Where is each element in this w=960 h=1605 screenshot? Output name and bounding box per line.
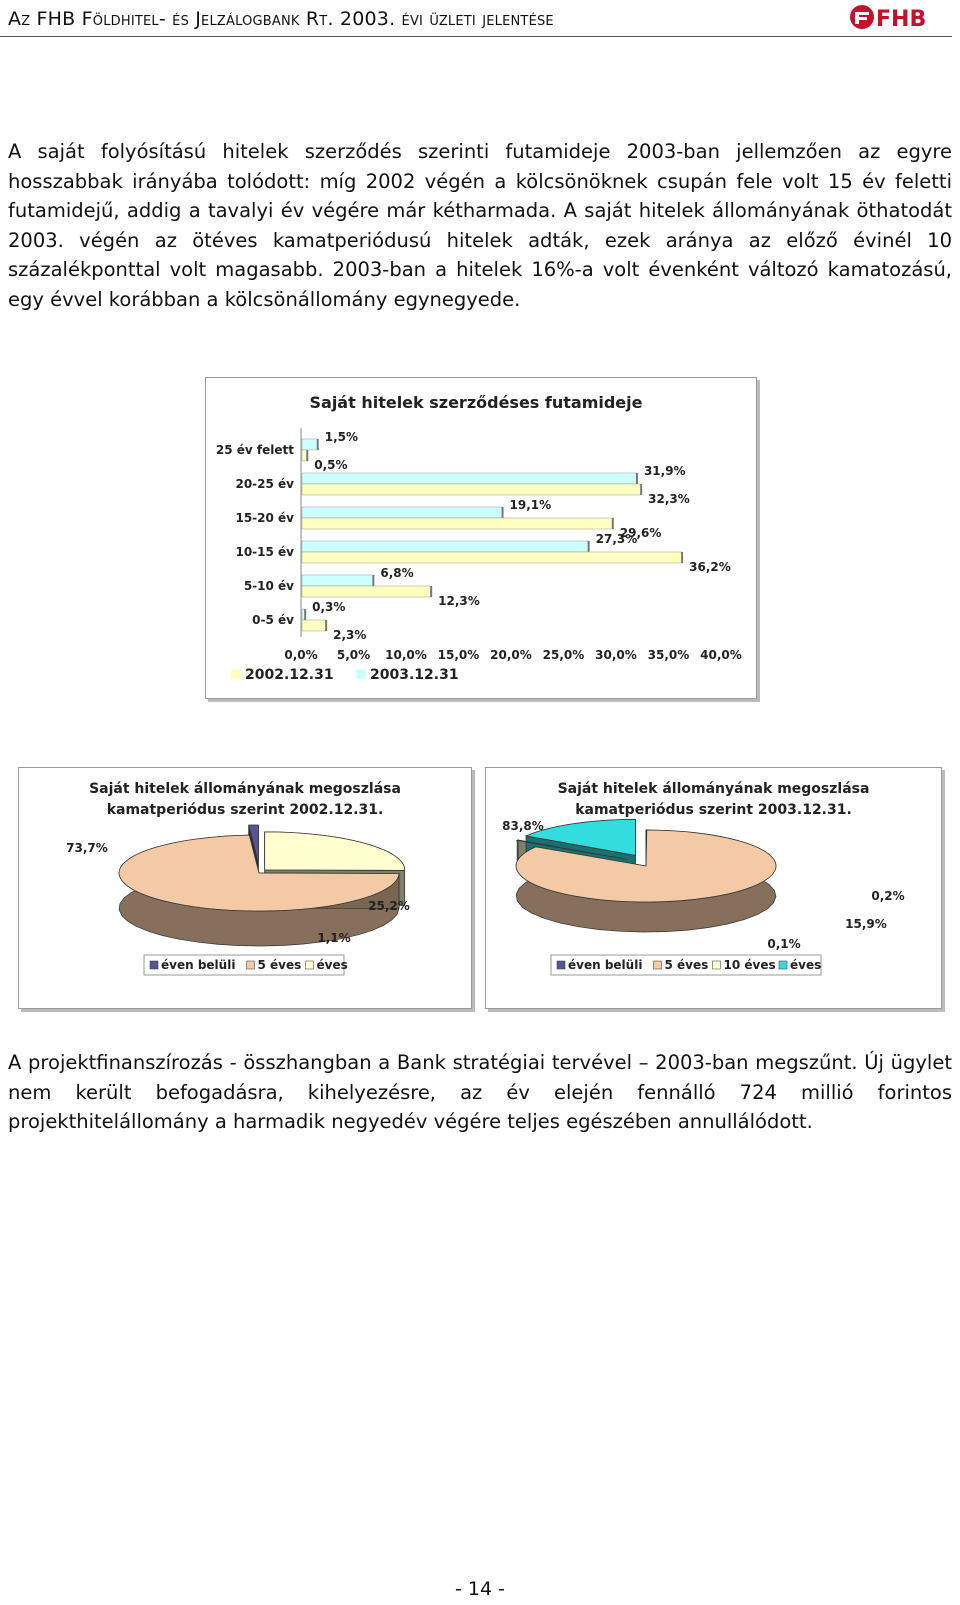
pie-legend-swatch bbox=[556, 960, 566, 970]
bar-2002.12.31 bbox=[301, 483, 642, 496]
pie-legend-label: 5 éves bbox=[665, 958, 709, 972]
bar-data-label: 27,3% bbox=[596, 532, 638, 546]
bar-category-label: 0-5 év bbox=[252, 613, 294, 627]
pie-legend-swatch bbox=[149, 960, 159, 970]
page-header: Az FHB Földhitel- és Jelzálogbank Rt. 20… bbox=[0, 0, 952, 37]
bar-chart: Saját hitelek szerződéses futamideje 25 é… bbox=[216, 393, 742, 683]
pie-legend-swatch bbox=[305, 960, 314, 970]
legend-label: 2002.12.31 bbox=[245, 667, 334, 683]
pie-legend-label: éven belüli bbox=[161, 958, 235, 972]
bar-2003.12.31 bbox=[301, 574, 374, 587]
pie-chart-2002-frame: Saját hitelek állományának megoszlása kam… bbox=[18, 767, 472, 1009]
pie-legend-box bbox=[550, 954, 822, 976]
bar-category-label: 20-25 év bbox=[235, 477, 294, 491]
x-tick-label: 0,0% bbox=[284, 648, 317, 662]
bar-2003.12.31 bbox=[301, 506, 503, 519]
pie-title-line: kamatperiódus szerint 2003.12.31. bbox=[575, 802, 852, 818]
pie-legend-label: éves bbox=[317, 958, 348, 972]
paragraph-2: A projektfinanszírozás - összhangban a B… bbox=[8, 1051, 952, 1133]
bar-data-label: 19,1% bbox=[510, 498, 552, 512]
bar-chart-title: Saját hitelek szerződéses futamideje bbox=[310, 393, 643, 412]
paragraph-1: A saját folyósítású hitelek szerződés sz… bbox=[8, 140, 952, 311]
pie-data-label: 25,2% bbox=[368, 899, 410, 913]
pie-slice-top bbox=[515, 839, 628, 860]
pie-chart-2003: Saját hitelek állományának megoszlása kam… bbox=[502, 781, 905, 976]
bar-2003.12.31 bbox=[301, 472, 638, 485]
bar-2002.12.31 bbox=[301, 551, 683, 564]
x-tick-label: 20,0% bbox=[490, 648, 532, 662]
x-tick-label: 5,0% bbox=[337, 648, 370, 662]
pie-legend-label: éves bbox=[790, 958, 821, 972]
pie-data-label: 73,7% bbox=[66, 841, 108, 855]
bar-data-label: 0,3% bbox=[312, 600, 345, 614]
pie-legend-box bbox=[143, 954, 345, 976]
pie-legend-label: 10 éves bbox=[724, 958, 776, 972]
page-number: - 14 - bbox=[455, 1578, 505, 1600]
bar-2003.12.31 bbox=[301, 540, 589, 553]
pie-title-line: kamatperiódus szerint 2002.12.31. bbox=[107, 802, 384, 818]
bar-category-label: 5-10 év bbox=[244, 579, 294, 593]
x-tick-label: 35,0% bbox=[648, 648, 690, 662]
x-tick-label: 15,0% bbox=[438, 648, 480, 662]
pie-slice-top bbox=[524, 818, 636, 856]
pie-chart-2003-frame: Saját hitelek állományának megoszlása kam… bbox=[485, 767, 942, 1009]
bar-data-label: 32,3% bbox=[648, 492, 690, 506]
pie-slice-top bbox=[118, 834, 400, 912]
pie-data-label: 83,8% bbox=[502, 819, 544, 833]
logo-text: FHB bbox=[876, 7, 926, 32]
x-tick-label: 10,0% bbox=[385, 648, 427, 662]
pie-title-line: Saját hitelek állományának megoszlása bbox=[558, 781, 870, 797]
pie-data-label: 0,1% bbox=[767, 937, 800, 951]
bar-category-label: 10-15 év bbox=[235, 545, 294, 559]
bar-2002.12.31 bbox=[301, 619, 327, 632]
pie-slice-top bbox=[248, 824, 259, 864]
pie-slice-top bbox=[515, 829, 777, 903]
bar-data-label: 12,3% bbox=[438, 594, 480, 608]
bar-chart-frame: Saját hitelek szerződéses futamideje 25 é… bbox=[205, 377, 757, 699]
pie-data-label: 0,2% bbox=[871, 889, 904, 903]
pie-legend-label: 5 éves bbox=[258, 958, 302, 972]
bar-data-label: 0,5% bbox=[314, 458, 347, 472]
legend-label: 2003.12.31 bbox=[370, 667, 459, 683]
pie-legend-swatch bbox=[246, 960, 255, 970]
bar-category-label: 25 év felett bbox=[216, 443, 294, 457]
pie-title-line: Saját hitelek állományának megoszlása bbox=[89, 781, 401, 797]
x-tick-label: 40,0% bbox=[700, 648, 742, 662]
pie-data-label: 1,1% bbox=[317, 931, 350, 945]
x-tick-label: 30,0% bbox=[595, 648, 637, 662]
pie-legend-swatch bbox=[778, 960, 788, 970]
header-title: Az FHB Földhitel- és Jelzálogbank Rt. 20… bbox=[8, 8, 554, 30]
pie-legend-label: éven belüli bbox=[568, 958, 642, 972]
pie-slice-top bbox=[264, 831, 406, 871]
bar-data-label: 36,2% bbox=[689, 560, 731, 574]
bar-data-label: 6,8% bbox=[380, 566, 413, 580]
pie-legend-swatch bbox=[653, 960, 662, 970]
bar-data-label: 29,6% bbox=[620, 526, 662, 540]
bar-data-label: 1,5% bbox=[325, 430, 358, 444]
x-tick-label: 25,0% bbox=[543, 648, 585, 662]
bar-2003.12.31 bbox=[301, 438, 318, 451]
pie-legend-swatch bbox=[712, 960, 721, 970]
pie-data-label: 15,9% bbox=[845, 917, 887, 931]
fhb-logo: FHB bbox=[850, 5, 926, 32]
pie-chart-2002: Saját hitelek állományának megoszlása kam… bbox=[66, 781, 410, 976]
bar-category-label: 15-20 év bbox=[235, 511, 294, 525]
bar-data-label: 31,9% bbox=[644, 464, 686, 478]
bar-2002.12.31 bbox=[301, 517, 614, 530]
legend-swatch bbox=[356, 669, 366, 679]
bar-data-label: 2,3% bbox=[333, 628, 366, 642]
legend-swatch bbox=[231, 669, 241, 679]
bar-2002.12.31 bbox=[301, 585, 432, 598]
